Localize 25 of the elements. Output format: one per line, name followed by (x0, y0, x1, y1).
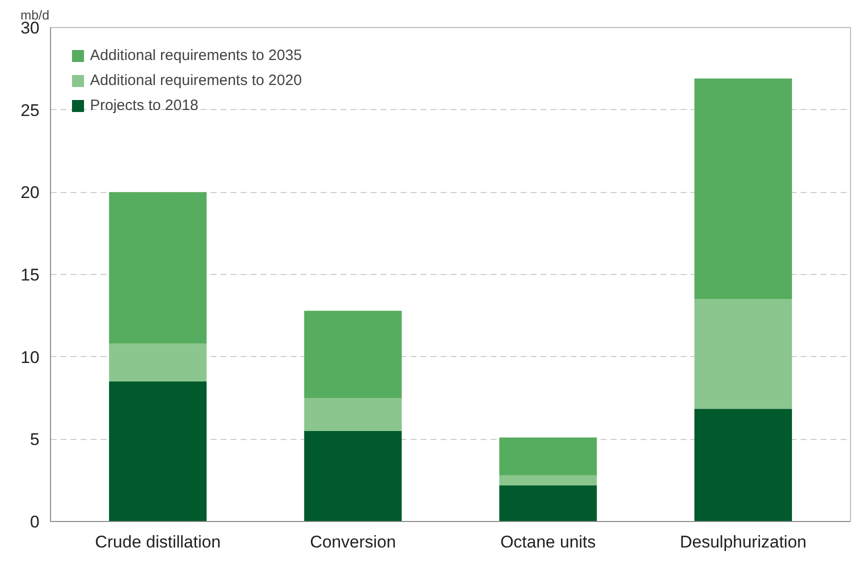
x-tick-label: Conversion (310, 532, 396, 552)
bar (304, 430, 402, 522)
legend-label: Projects to 2018 (90, 97, 198, 114)
bar (304, 398, 402, 431)
y-tick-label: 15 (20, 266, 40, 284)
bar (499, 475, 597, 486)
y-tick-label: 5 (30, 430, 40, 450)
y-tick-label: 25 (20, 100, 40, 120)
legend-label: Additional requirements to 2020 (90, 72, 302, 89)
bar (694, 408, 792, 522)
y-tick-label: 20 (20, 183, 40, 202)
bar (304, 310, 402, 398)
bar (499, 438, 597, 476)
bar (109, 382, 207, 522)
y-tick-label: 0 (30, 512, 40, 532)
bar (499, 485, 597, 522)
y-tick-label: 10 (20, 348, 40, 367)
x-tick-label: Desulphurization (680, 532, 807, 552)
bar (109, 344, 207, 382)
legend-label: Additional requirements to 2035 (90, 47, 302, 64)
x-tick-label: Crude distillation (94, 532, 221, 552)
bar (109, 192, 207, 344)
x-tick-label: Octane units (500, 532, 596, 552)
bar (694, 78, 792, 300)
bar (694, 299, 792, 409)
